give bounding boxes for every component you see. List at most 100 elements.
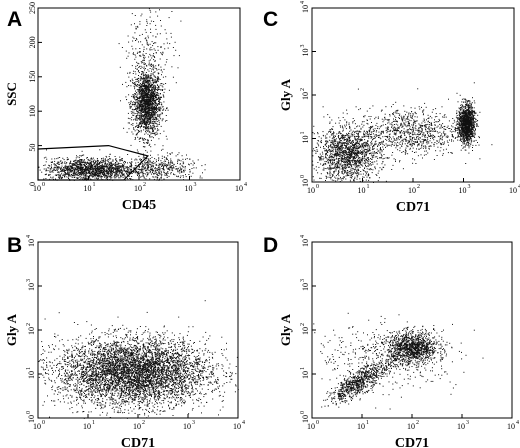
- data-point: [165, 172, 167, 174]
- data-point: [79, 159, 81, 161]
- data-point: [109, 169, 111, 171]
- data-point: [162, 362, 164, 363]
- data-point: [108, 159, 110, 161]
- data-point: [55, 169, 57, 171]
- data-point: [142, 83, 144, 85]
- data-point: [158, 171, 160, 173]
- data-point: [84, 178, 86, 179]
- data-point: [161, 406, 163, 408]
- data-point: [115, 164, 117, 166]
- data-point: [144, 101, 145, 103]
- data-point: [151, 93, 153, 95]
- data-point: [138, 168, 140, 170]
- data-point: [156, 80, 158, 82]
- data-point: [129, 165, 131, 167]
- data-point: [82, 171, 84, 173]
- data-point: [192, 351, 194, 353]
- data-point: [144, 59, 145, 61]
- data-point: [108, 156, 110, 157]
- data-point: [103, 173, 104, 175]
- data-point: [132, 103, 134, 105]
- data-point: [151, 120, 153, 122]
- data-point: [154, 109, 155, 111]
- data-point: [138, 105, 140, 107]
- data-point: [198, 355, 200, 357]
- data-point: [135, 38, 137, 40]
- data-point: [55, 345, 57, 347]
- data-point: [130, 170, 132, 172]
- data-point: [155, 116, 157, 118]
- data-point: [134, 169, 136, 171]
- data-point: [155, 170, 157, 172]
- data-point: [135, 56, 137, 58]
- data-point: [139, 78, 141, 80]
- data-point: [130, 24, 132, 26]
- data-point: [164, 173, 166, 175]
- data-point: [153, 100, 155, 101]
- data-point: [132, 392, 134, 394]
- data-point: [136, 122, 138, 124]
- data-point: [183, 171, 185, 173]
- data-point: [144, 118, 146, 120]
- data-point: [139, 127, 141, 129]
- data-point: [155, 52, 157, 54]
- data-point: [141, 120, 143, 122]
- data-point: [58, 172, 60, 174]
- data-point: [131, 166, 133, 168]
- data-point: [67, 175, 69, 177]
- data-point: [59, 167, 61, 169]
- data-point: [94, 401, 96, 403]
- data-point: [151, 104, 153, 106]
- data-point: [153, 166, 154, 168]
- data-point: [175, 49, 177, 51]
- data-point: [113, 370, 115, 372]
- data-point: [173, 349, 175, 351]
- data-point: [105, 172, 107, 174]
- data-point: [141, 121, 143, 123]
- data-point: [182, 341, 184, 343]
- data-point: [149, 85, 151, 87]
- data-point: [131, 163, 132, 165]
- data-point: [154, 113, 156, 115]
- data-point: [161, 165, 162, 167]
- data-point: [70, 165, 72, 167]
- data-point: [73, 174, 75, 176]
- data-point: [151, 108, 153, 110]
- data-point: [117, 356, 119, 358]
- data-point: [76, 348, 78, 350]
- data-point: [158, 116, 160, 118]
- data-point: [167, 400, 169, 402]
- data-point: [155, 109, 157, 110]
- data-point: [202, 172, 203, 174]
- data-point: [152, 79, 154, 81]
- data-point: [128, 170, 130, 172]
- data-point: [212, 383, 214, 385]
- data-point: [140, 169, 142, 171]
- data-point: [135, 116, 137, 117]
- data-point: [66, 169, 68, 171]
- data-point: [136, 133, 138, 135]
- data-point: [116, 175, 118, 177]
- data-point: [145, 116, 147, 118]
- data-point: [61, 178, 62, 180]
- data-point: [76, 385, 78, 387]
- data-point: [82, 154, 83, 156]
- data-point: [140, 105, 142, 107]
- data-point: [153, 93, 155, 94]
- data-point: [128, 102, 130, 104]
- data-point: [160, 177, 162, 179]
- data-point: [154, 100, 156, 102]
- data-point: [154, 173, 156, 175]
- data-point: [82, 172, 84, 174]
- data-point: [72, 171, 74, 173]
- data-point: [45, 178, 47, 179]
- data-point: [96, 338, 97, 340]
- data-point: [153, 117, 155, 119]
- panel-a-data-points: [38, 8, 206, 181]
- data-point: [145, 124, 147, 125]
- data-point: [162, 86, 164, 88]
- data-point: [181, 166, 183, 168]
- data-point: [158, 79, 160, 81]
- data-point: [202, 361, 204, 363]
- data-point: [101, 164, 103, 165]
